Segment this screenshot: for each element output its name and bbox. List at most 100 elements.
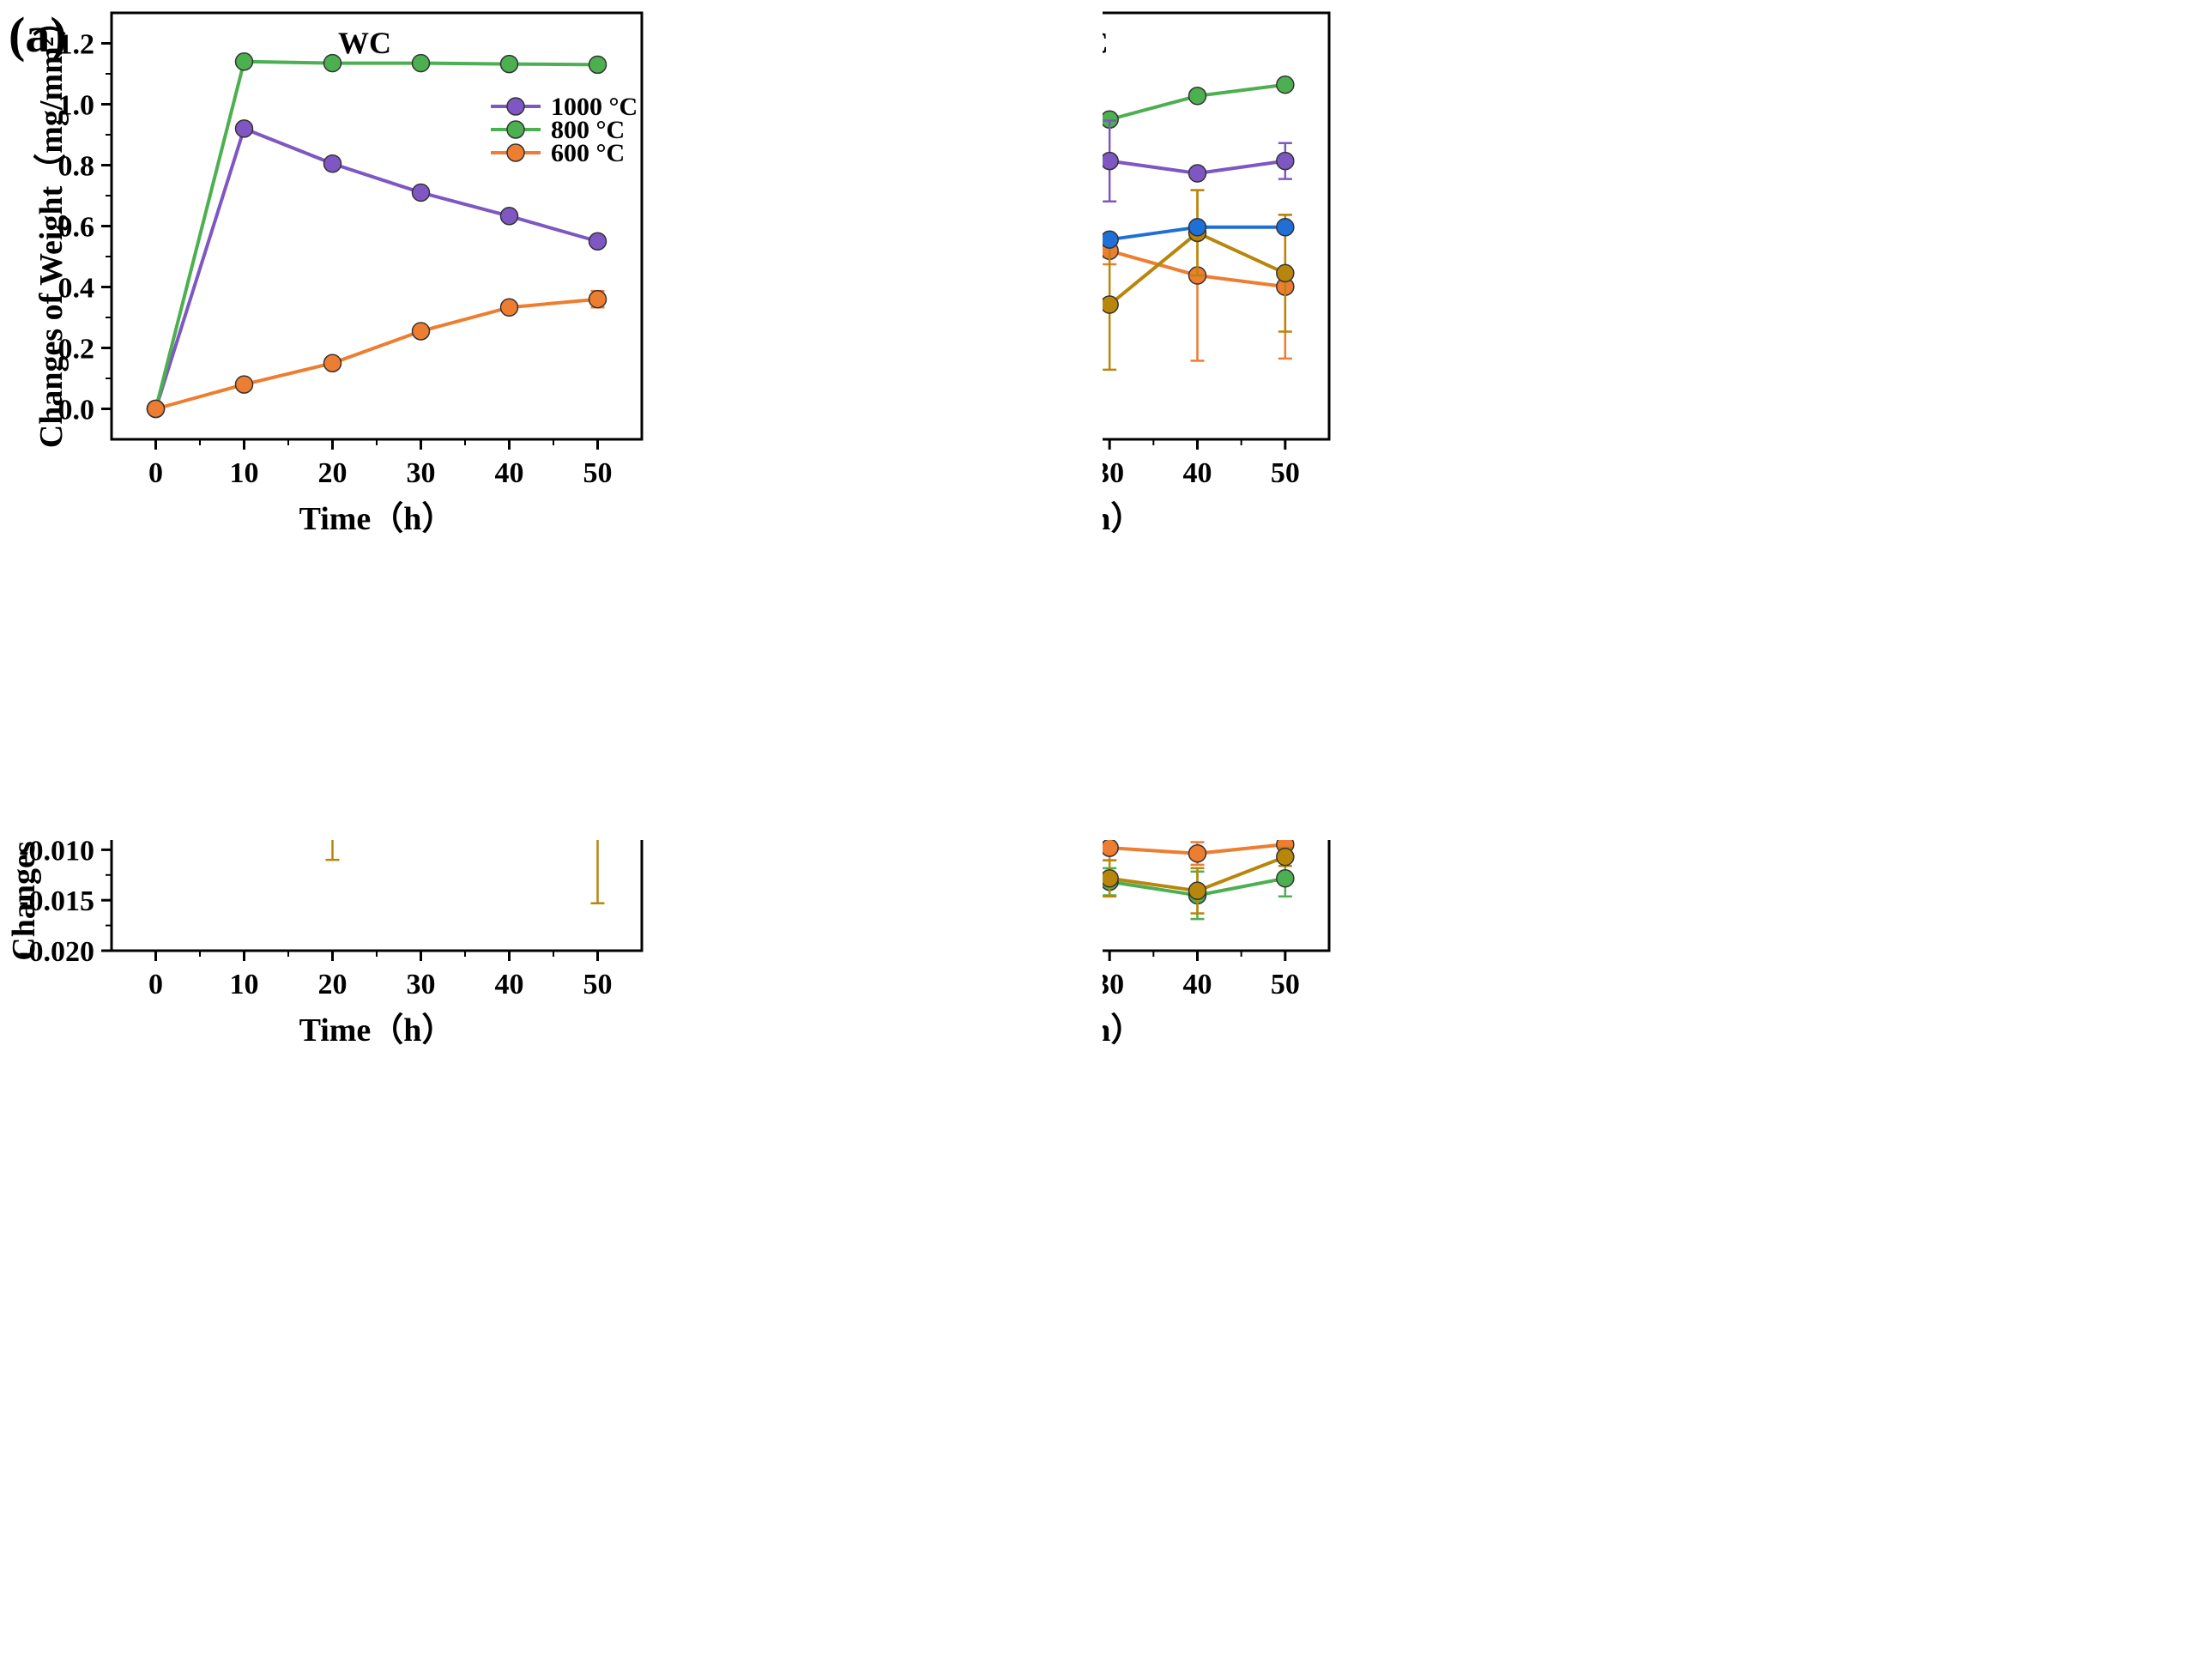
y-tick-label-a: 0.8 [58, 151, 95, 183]
x-tick-label-a: 0 [148, 457, 163, 489]
series-al2o3-c [325, 840, 605, 904]
data-point-1000-c [499, 207, 519, 226]
series-line-800-c [154, 59, 598, 409]
x-tick-label-c: 0 [148, 969, 163, 1000]
data-point-600-c [234, 375, 254, 394]
chart-b-svg: (b)01020304050-0.0010-0.0008-0.0006-0.00… [1103, 11, 1331, 537]
y-tick-label-a: 0.4 [58, 273, 95, 305]
y-axis-label-c: Changes of Weight（mg/mm²） [6, 840, 42, 961]
y-tick-label-a: 0.0 [58, 395, 95, 426]
legend-label-600-c: 600 °C [551, 139, 625, 167]
data-point-al2o3 [1276, 263, 1295, 283]
x-axis-label-c: Time（h） [299, 1012, 455, 1048]
series-line-zro2 [1103, 876, 1286, 897]
data-point-1000-c [234, 119, 254, 138]
data-point-1000-c [588, 232, 607, 251]
data-point-si3n4 [1103, 230, 1119, 249]
x-tick-label-a: 50 [583, 457, 613, 489]
data-point-sic [1188, 843, 1207, 863]
y-tick-label-a: 0.6 [58, 212, 95, 244]
chart-c-svg: (c)01020304050-0.020-0.015-0.010-0.0050.… [6, 840, 644, 1048]
data-point-aln [1276, 151, 1295, 171]
y-tick-label-a: 0.2 [58, 334, 95, 366]
legend-label-1000-c: 1000 °C [551, 93, 638, 121]
data-point-al2o3 [1188, 881, 1207, 900]
chart-title-b: 600 °C [1103, 26, 1109, 60]
data-point-zro2 [1276, 75, 1295, 94]
series-si3n4-b [1103, 218, 1295, 249]
x-axis-label-b: Time（h） [1103, 501, 1143, 537]
data-point-al2o3 [1276, 847, 1295, 867]
data-point-aln [1188, 164, 1207, 183]
data-point-al2o3 [1103, 868, 1119, 888]
chart-panel-a: (a) 0 10 20 30 40 50 0.0 0.2 0.4 0.6 0.8 1.0 1.2 Time（… [0, 0, 1103, 840]
chart-panel-b: (b)01020304050-0.0010-0.0008-0.0006-0.00… [1103, 0, 2206, 840]
series-line-aln [1103, 159, 1286, 176]
series-1000-c-a [146, 119, 607, 419]
series-al2o3-b [1103, 189, 1295, 372]
x-axis-label-a: Time（h） [299, 501, 455, 537]
data-point-al2o3 [1103, 295, 1119, 314]
data-point-800-c [234, 52, 254, 71]
series-aln-b [1103, 119, 1295, 202]
x-tick-label-a: 30 [407, 457, 436, 489]
x-tick-label-b: 40 [1183, 457, 1212, 489]
legend-marker-800-c [506, 120, 525, 139]
y-tick-label-c: -0.010 [19, 840, 94, 867]
x-tick-label-c: 50 [583, 969, 613, 1000]
chart-a-group: (a) 0 10 20 30 40 50 0.0 0.2 0.4 0.6 0.8 1.0 1.2 Time（… [9, 4, 644, 537]
x-tick-label-b: 50 [1271, 457, 1300, 489]
data-point-800-c [323, 53, 342, 73]
legend-label-800-c: 800 °C [551, 116, 625, 144]
x-axis-label-d: Time（h） [1103, 1012, 1143, 1048]
data-point-600-c [499, 298, 519, 317]
x-tick-label-c: 20 [318, 969, 348, 1000]
chart-b-group: (b)01020304050-0.0010-0.0008-0.0006-0.00… [1103, 11, 1331, 537]
plot-frame-c [110, 840, 644, 952]
series-al2o3-d [1103, 846, 1295, 915]
series-zro2-b [1103, 75, 1295, 129]
x-tick-label-d: 30 [1103, 969, 1124, 1000]
series-line-600-c [154, 297, 598, 411]
x-tick-label-c: 30 [407, 969, 436, 1000]
y-tick-label-a: 1.2 [58, 29, 95, 61]
chart-title-a: WC [338, 26, 391, 60]
data-point-zro2 [1188, 87, 1207, 106]
chart-panel-d: (d)01020304050-0.00050.00000.00050.00100… [1103, 840, 2206, 1680]
data-point-600-c [146, 399, 166, 419]
data-point-aln [1103, 151, 1119, 171]
y-tick-label-c: -0.020 [19, 936, 94, 968]
y-tick-label-c: -0.015 [19, 885, 94, 917]
chart-d-group: (d)01020304050-0.00050.00000.00050.00100… [1103, 840, 1331, 1048]
data-point-zro2 [1276, 868, 1295, 888]
series-600-c-a [146, 289, 607, 419]
chart-panel-c: (c)01020304050-0.020-0.015-0.010-0.0050.… [0, 840, 1103, 1680]
x-tick-label-a: 20 [318, 457, 348, 489]
plot-frame-a [110, 11, 644, 441]
panel-letter-a: (a) [9, 7, 67, 63]
plot-frame-d [1103, 840, 1331, 952]
data-point-1000-c [411, 183, 431, 202]
x-tick-label-b: 30 [1103, 457, 1124, 489]
legend-marker-600-c [506, 143, 525, 162]
series-line-al2o3 [1103, 231, 1286, 307]
legend-marker-1000-c [506, 97, 525, 116]
x-tick-label-a: 10 [230, 457, 259, 489]
data-point-si3n4 [1188, 218, 1207, 237]
data-point-600-c [588, 289, 607, 309]
x-tick-label-c: 40 [495, 969, 524, 1000]
x-tick-label-c: 10 [230, 969, 259, 1000]
data-point-800-c [411, 53, 431, 73]
y-axis-label-a: Changes of Weight（mg/mm²） [33, 4, 70, 448]
chart-a-svg: (a) 0 10 20 30 40 50 0.0 0.2 0.4 0.6 0.8 1.0 1.2 Time（… [9, 4, 644, 537]
data-point-800-c [499, 54, 519, 74]
data-point-sic [1103, 840, 1119, 857]
series-line-sic [1103, 249, 1286, 289]
data-point-800-c [588, 55, 607, 75]
chart-d-svg: (d)01020304050-0.00050.00000.00050.00100… [1103, 840, 1331, 1048]
x-tick-label-d: 40 [1183, 969, 1212, 1000]
data-point-600-c [323, 354, 342, 372]
chart-c-group: (c)01020304050-0.020-0.015-0.010-0.0050.… [6, 840, 644, 1048]
y-tick-label-a: 1.0 [58, 90, 95, 122]
